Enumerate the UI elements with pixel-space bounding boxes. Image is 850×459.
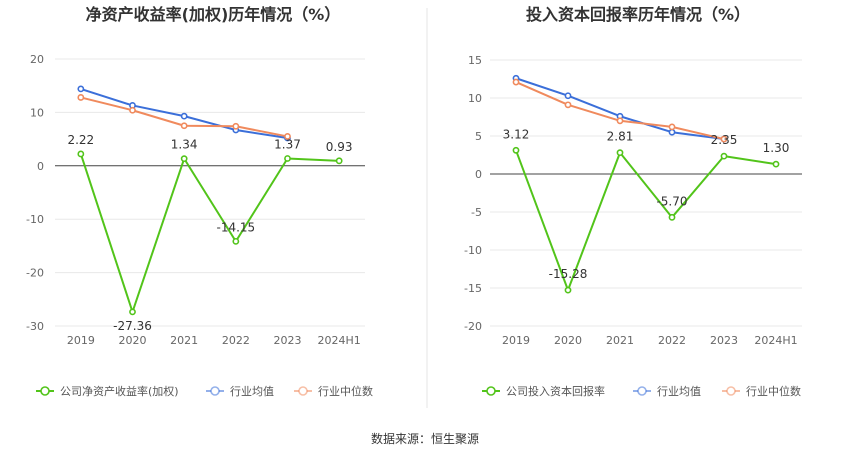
legend-label: 公司投入资本回报率 xyxy=(506,384,605,398)
data-label-roe: -14.15 xyxy=(216,220,255,234)
x-tick-label-roic: 2024H1 xyxy=(754,334,797,347)
data-point-industry-median-roe xyxy=(129,106,136,114)
legend-label: 公司净资产收益率(加权) xyxy=(60,384,179,398)
data-point-industry-median-roic xyxy=(564,101,572,109)
x-tick-label-roic: 2020 xyxy=(554,334,582,347)
data-point-company-roic xyxy=(564,286,572,294)
y-tick-label-roic: 15 xyxy=(468,54,482,67)
data-point-industry-mean-roic xyxy=(564,92,572,100)
chart-title-roe: 净资产收益率(加权)历年情况（%） xyxy=(86,5,341,24)
x-tick-label-roe: 2020 xyxy=(119,334,147,347)
legend-swatch-marker xyxy=(210,386,220,396)
legend-swatch-marker xyxy=(637,386,647,396)
legend-swatch-marker xyxy=(40,386,50,396)
x-tick-label-roic: 2019 xyxy=(502,334,530,347)
data-point-industry-median-roic xyxy=(668,123,676,131)
data-point-industry-median-roic xyxy=(616,117,624,125)
x-tick-label-roic: 2021 xyxy=(606,334,634,347)
x-tick-label-roe: 2021 xyxy=(170,334,198,347)
data-point-company-roic xyxy=(512,146,520,154)
data-label-roe: -27.36 xyxy=(113,319,152,333)
data-point-industry-mean-roic xyxy=(668,128,676,136)
data-point-company-roic xyxy=(668,213,676,221)
data-point-industry-median-roic xyxy=(720,135,728,143)
data-label-roe: 1.37 xyxy=(274,137,301,151)
data-label-roic: 2.81 xyxy=(607,130,634,144)
data-point-company-roe xyxy=(232,237,240,245)
x-tick-label-roe: 2024H1 xyxy=(318,334,361,347)
data-point-company-roic xyxy=(720,152,728,160)
y-tick-label-roic: 10 xyxy=(468,92,482,105)
y-tick-label-roe: 10 xyxy=(30,106,44,119)
data-source: 数据来源：恒生聚源 xyxy=(371,431,479,446)
y-tick-label-roe: -30 xyxy=(26,320,44,333)
series-line-company-roe xyxy=(79,153,340,313)
legend-item-industry-mean-roic: 行业均值 xyxy=(633,385,701,398)
legend-swatch-marker xyxy=(486,386,496,396)
data-point-company-roe xyxy=(129,308,136,316)
data-label-roe: 2.22 xyxy=(67,133,94,147)
y-tick-label-roe: -10 xyxy=(26,213,44,226)
data-point-company-roe xyxy=(335,157,343,165)
legend-item-company-roic: 公司投入资本回报率 xyxy=(482,384,605,398)
legend-item-company-roe: 公司净资产收益率(加权) xyxy=(36,384,179,398)
data-point-company-roic xyxy=(616,149,624,157)
data-point-industry-median-roe xyxy=(284,133,291,140)
legend-item-industry-mean-roe: 行业均值 xyxy=(206,385,274,398)
legend-swatch-marker xyxy=(726,386,736,396)
legend-label: 行业均值 xyxy=(230,385,274,398)
legend-item-industry-median-roe: 行业中位数 xyxy=(294,384,373,398)
data-label-roic: 3.12 xyxy=(503,127,530,141)
y-tick-label-roe: 20 xyxy=(30,53,44,66)
x-tick-label-roe: 2019 xyxy=(67,334,95,347)
x-tick-label-roic: 2023 xyxy=(710,334,738,347)
data-point-company-roic xyxy=(772,160,780,168)
series-line-company-roic xyxy=(515,149,777,292)
chart-title-roic: 投入资本回报率历年情况（%） xyxy=(526,5,750,24)
y-tick-label-roe: 0 xyxy=(37,160,44,173)
y-tick-label-roic: 5 xyxy=(475,130,482,143)
data-point-industry-mean-roe xyxy=(180,112,188,120)
data-point-industry-median-roic xyxy=(512,78,520,86)
x-tick-label-roe: 2023 xyxy=(274,334,302,347)
y-tick-label-roic: -5 xyxy=(471,206,482,219)
legend-label: 行业中位数 xyxy=(746,384,801,398)
x-tick-label-roe: 2022 xyxy=(222,334,250,347)
plot-roic: 15 10 5 0 -5 -10 -15 -20 2019 2020 2021 2022 2023 202… xyxy=(464,54,802,398)
plot-roe: 20 10 0 -10 -20 -30 2019 2020 2021 2022 2023 2024H1… xyxy=(26,53,373,398)
data-point-industry-median-roe xyxy=(232,122,240,130)
data-point-company-roe xyxy=(284,155,291,162)
y-tick-label-roic: -15 xyxy=(464,282,482,295)
data-label-roic: 1.30 xyxy=(763,141,790,155)
data-point-industry-mean-roe xyxy=(77,85,85,93)
data-label-roic: -5.70 xyxy=(656,194,687,208)
y-tick-label-roe: -20 xyxy=(26,267,44,280)
x-tick-label-roic: 2022 xyxy=(658,334,686,347)
legend-label: 行业中位数 xyxy=(318,384,373,398)
data-point-industry-median-roe xyxy=(77,94,85,101)
legend-swatch-marker xyxy=(298,386,308,396)
y-tick-label-roic: -10 xyxy=(464,244,482,257)
y-tick-label-roic: 0 xyxy=(475,168,482,181)
y-tick-label-roic: -20 xyxy=(464,320,482,333)
data-point-company-roe xyxy=(77,150,85,158)
data-label-roic: 2.35 xyxy=(711,133,738,147)
data-label-roic: -15.28 xyxy=(549,267,588,281)
legend-label: 行业均值 xyxy=(657,385,701,398)
data-point-industry-median-roe xyxy=(180,122,188,130)
data-label-roe: 0.93 xyxy=(326,140,353,154)
data-label-roe: 1.34 xyxy=(171,138,198,152)
data-point-company-roe xyxy=(180,155,188,163)
legend-item-industry-median-roic: 行业中位数 xyxy=(722,384,801,398)
plots-layer: 20 10 0 -10 -20 -30 2019 2020 2021 2022 2023 2024H1… xyxy=(26,53,802,398)
